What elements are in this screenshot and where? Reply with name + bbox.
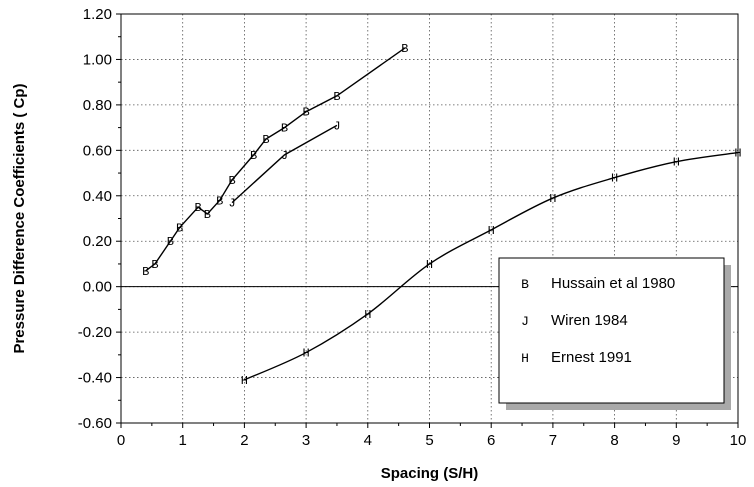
data-point-marker: B	[333, 90, 340, 104]
data-point-marker: B	[195, 201, 202, 215]
data-point-marker: H	[549, 192, 556, 206]
data-point-marker: B	[281, 122, 288, 136]
data-point-marker: B	[167, 235, 174, 249]
x-tick-label: 3	[302, 432, 310, 449]
data-point-marker: B	[176, 222, 183, 236]
data-point-marker: H	[241, 374, 248, 388]
x-tick-label: 6	[487, 432, 495, 449]
legend-marker: J	[521, 314, 529, 329]
data-point-marker: B	[151, 258, 158, 272]
series-line	[231, 124, 338, 204]
data-point-marker: H	[488, 224, 495, 238]
data-point-marker: B	[142, 265, 149, 279]
legend-label: Ernest 1991	[551, 349, 632, 366]
legend-items: B Hussain et al 1980 J Wiren 1984 H Ernest 19…	[521, 275, 675, 366]
data-point-marker: B	[204, 208, 211, 222]
data-point-marker: H	[426, 258, 433, 272]
y-tick-label: 0.80	[83, 97, 112, 114]
y-tick-label: 1.20	[83, 6, 112, 23]
x-axis: 0 1 2 3 4 5 6 7 8 9 10	[117, 423, 747, 449]
x-tick-label: 1	[179, 432, 187, 449]
data-point-marker: B	[302, 106, 309, 120]
series-line	[145, 47, 406, 272]
data-point-marker: J	[333, 119, 340, 133]
y-axis-title: Pressure Difference Coefficients ( Cp)	[11, 83, 28, 353]
legend: B Hussain et al 1980 J Wiren 1984 H Ernest 19…	[498, 257, 731, 410]
legend-box	[498, 257, 725, 404]
y-tick-label: 0.20	[83, 233, 112, 250]
series-1: J J J	[228, 119, 340, 210]
x-tick-label: 5	[425, 432, 433, 449]
legend-label: Hussain et al 1980	[551, 275, 675, 292]
data-point-marker: J	[228, 197, 235, 211]
y-tick-label: -0.40	[78, 370, 112, 387]
legend-marker: H	[521, 351, 529, 366]
data-point-marker: B	[401, 42, 408, 56]
data-point-marker: H	[734, 147, 741, 161]
data-point-marker: B	[250, 149, 257, 163]
data-point-marker: H	[302, 347, 309, 361]
x-tick-label: 2	[240, 432, 248, 449]
data-point-marker: H	[673, 156, 680, 170]
data-point-marker: B	[216, 194, 223, 208]
y-tick-label: -0.60	[78, 415, 112, 432]
x-tick-label: 8	[610, 432, 618, 449]
x-tick-label: 10	[730, 432, 747, 449]
y-tick-label: 0.00	[83, 279, 112, 296]
legend-marker: B	[521, 277, 529, 292]
x-tick-label: 4	[364, 432, 372, 449]
series-line	[244, 151, 739, 381]
data-point-marker: B	[262, 133, 269, 147]
data-point-marker: H	[364, 308, 371, 322]
data-point-marker: J	[281, 149, 288, 163]
x-tick-label: 7	[549, 432, 557, 449]
y-tick-label: -0.20	[78, 324, 112, 341]
x-tick-label: 9	[672, 432, 680, 449]
y-tick-label: 1.00	[83, 51, 112, 68]
y-tick-label: 0.60	[83, 142, 112, 159]
series-2: H H H H H H H H H	[241, 147, 742, 388]
y-axis: -0.60 -0.40 -0.20 0.00 0.20 0.40 0.60 0.80 1.00 1…	[78, 6, 121, 432]
y-tick-label: 0.40	[83, 188, 112, 205]
x-axis-title: Spacing (S/H)	[381, 465, 479, 482]
legend-label: Wiren 1984	[551, 312, 628, 329]
data-point-marker: B	[228, 174, 235, 188]
data-point-marker: H	[611, 172, 618, 186]
x-tick-label: 0	[117, 432, 125, 449]
